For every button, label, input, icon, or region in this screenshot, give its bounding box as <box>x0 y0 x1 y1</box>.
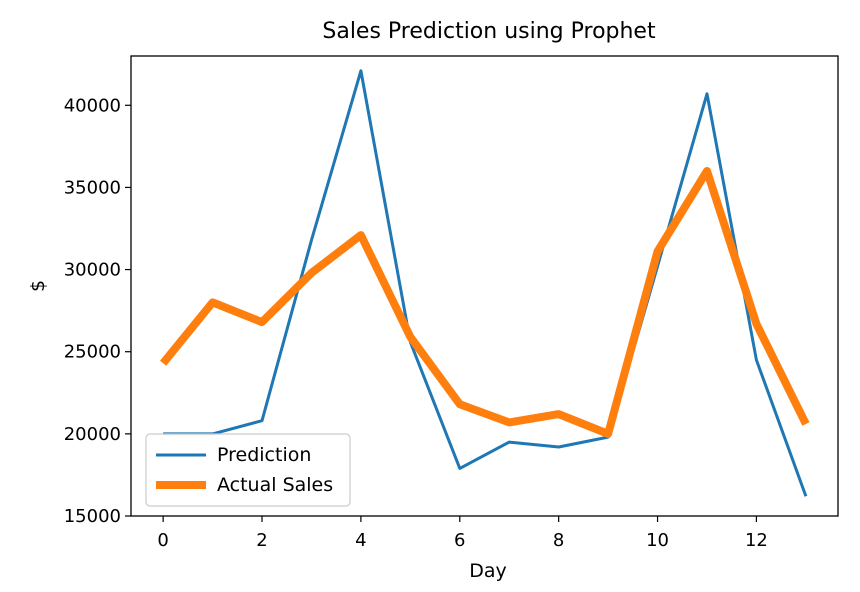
x-tick-label: 8 <box>553 530 564 551</box>
y-tick-label: 25000 <box>64 342 121 363</box>
legend-label-actual-sales: Actual Sales <box>217 474 333 496</box>
y-axis-ticks: 15000 20000 25000 30000 35000 40000 <box>64 95 131 527</box>
x-tick-label: 2 <box>256 530 267 551</box>
y-tick-label: 35000 <box>64 177 121 198</box>
y-tick-label: 40000 <box>64 95 121 116</box>
y-tick-label: 15000 <box>64 506 121 527</box>
x-axis-ticks: 0 2 4 6 8 10 12 <box>157 516 768 551</box>
series-line-prediction <box>163 69 808 497</box>
legend: Prediction Actual Sales <box>145 433 351 507</box>
y-tick-label: 30000 <box>64 260 121 281</box>
y-axis-title: $ <box>27 280 49 292</box>
series-line-actual-sales <box>159 167 810 438</box>
x-tick-label: 6 <box>454 530 465 551</box>
x-tick-label: 12 <box>745 530 768 551</box>
x-axis-title: Day <box>469 560 507 582</box>
x-tick-label: 10 <box>646 530 669 551</box>
series-lines <box>159 69 810 497</box>
plot-area-frame <box>130 55 839 517</box>
legend-label-prediction: Prediction <box>217 444 311 466</box>
y-tick-label: 20000 <box>64 424 121 445</box>
x-tick-label: 4 <box>355 530 366 551</box>
x-tick-label: 0 <box>157 530 168 551</box>
chart-title: Sales Prediction using Prophet <box>322 19 656 44</box>
